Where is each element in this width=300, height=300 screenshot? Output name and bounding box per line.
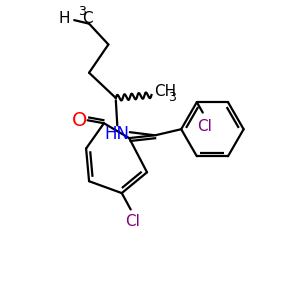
Text: O: O [72,111,87,130]
Text: HN: HN [105,125,130,143]
Text: Cl: Cl [125,214,140,229]
Text: C: C [82,11,93,26]
Text: CH: CH [154,84,176,99]
Text: Cl: Cl [197,118,212,134]
Text: 3: 3 [168,91,176,104]
Text: 3: 3 [78,5,86,18]
Text: H: H [58,11,70,26]
